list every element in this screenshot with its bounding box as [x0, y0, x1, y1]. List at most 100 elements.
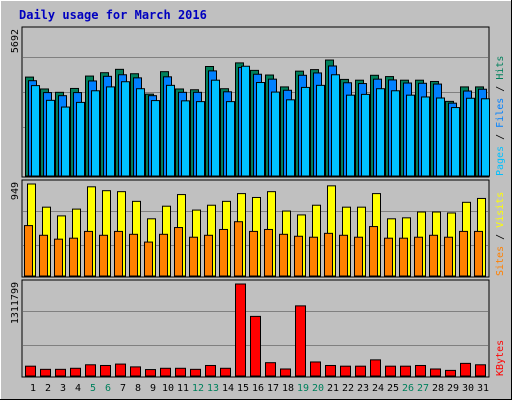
bar-pages-day-11 [181, 100, 190, 177]
bar-sites-day-8 [129, 233, 138, 277]
bar-pages-day-14 [226, 101, 235, 177]
bar-sites-day-28 [429, 234, 438, 277]
bar-pages-day-19 [301, 86, 310, 177]
day-label-25: 25 [387, 383, 399, 394]
day-label-7: 7 [120, 383, 126, 394]
middle-scale-max-label: 949 [10, 182, 21, 200]
day-label-29: 29 [447, 383, 459, 394]
top-scale-max-label: 5692 [10, 29, 21, 53]
bar-sites-day-23 [354, 236, 363, 277]
bar-pages-day-17 [271, 91, 280, 177]
day-label-12: 12 [192, 383, 204, 394]
day-label-4: 4 [75, 383, 81, 394]
chart-bars [24, 59, 490, 377]
bar-pages-day-18 [286, 99, 295, 177]
day-label-15: 15 [237, 383, 249, 394]
bar-sites-day-30 [459, 230, 468, 277]
day-label-3: 3 [60, 383, 66, 394]
day-label-16: 16 [252, 383, 264, 394]
bar-sites-day-3 [54, 238, 63, 277]
bar-sites-day-16 [249, 230, 258, 277]
bar-pages-day-22 [346, 94, 355, 177]
bar-sites-day-10 [159, 233, 168, 277]
bar-pages-day-16 [256, 82, 265, 177]
middle-legend: Sites / Visits [495, 192, 506, 276]
bar-kbytes-day-7 [115, 363, 126, 377]
bar-kbytes-day-16 [250, 315, 261, 377]
bar-pages-day-28 [436, 97, 445, 177]
bar-sites-day-7 [114, 230, 123, 277]
bar-pages-day-30 [466, 97, 475, 177]
bar-pages-day-10 [166, 84, 175, 177]
bar-kbytes-day-31 [475, 364, 486, 377]
bar-kbytes-day-28 [430, 368, 441, 377]
bar-pages-day-2 [46, 99, 55, 177]
bar-sites-day-5 [84, 230, 93, 277]
bar-sites-day-19 [294, 235, 303, 277]
bar-kbytes-day-5 [85, 364, 96, 377]
bar-sites-day-13 [204, 234, 213, 277]
bar-kbytes-day-17 [265, 362, 276, 377]
bar-pages-day-31 [481, 98, 490, 177]
bar-sites-day-6 [99, 234, 108, 277]
day-label-23: 23 [357, 383, 369, 394]
bar-sites-day-25 [384, 237, 393, 277]
bar-sites-day-29 [444, 236, 453, 277]
day-label-8: 8 [135, 383, 141, 394]
day-label-1: 1 [30, 383, 36, 394]
bar-sites-day-12 [189, 236, 198, 277]
top-legend: Pages / Files / Hits [495, 56, 506, 176]
day-label-30: 30 [462, 383, 474, 394]
bar-pages-day-23 [361, 93, 370, 177]
bar-sites-day-21 [324, 232, 333, 277]
bar-sites-day-27 [414, 236, 423, 277]
bar-kbytes-day-21 [325, 364, 336, 377]
bar-pages-day-5 [91, 90, 100, 177]
bar-kbytes-day-29 [445, 369, 456, 377]
legend-sep-1: / [495, 128, 506, 146]
bar-kbytes-day-4 [70, 367, 81, 377]
legend-pages: Pages [495, 146, 506, 176]
bar-sites-day-14 [219, 228, 228, 277]
day-label-19: 19 [297, 383, 309, 394]
day-label-24: 24 [372, 383, 384, 394]
legend-hits: Hits [495, 56, 506, 80]
bar-sites-day-2 [39, 234, 48, 277]
day-label-27: 27 [417, 383, 429, 394]
bar-kbytes-day-20 [310, 361, 321, 377]
legend-sep-3: / [495, 228, 506, 246]
bar-sites-day-26 [399, 237, 408, 277]
bar-pages-day-9 [151, 100, 160, 177]
bar-kbytes-day-9 [145, 369, 156, 377]
bar-kbytes-day-24 [370, 359, 381, 377]
bar-kbytes-day-11 [175, 367, 186, 377]
bar-pages-day-1 [31, 85, 40, 177]
bar-kbytes-day-1 [25, 365, 36, 377]
bar-pages-day-21 [331, 74, 340, 177]
day-label-13: 13 [207, 383, 219, 394]
bar-pages-day-29 [451, 107, 460, 177]
day-label-9: 9 [150, 383, 156, 394]
bar-pages-day-24 [376, 88, 385, 177]
day-label-2: 2 [45, 383, 51, 394]
bar-pages-day-15 [241, 65, 250, 177]
bar-kbytes-day-23 [355, 365, 366, 377]
bar-kbytes-day-25 [385, 365, 396, 377]
bar-kbytes-day-22 [340, 365, 351, 377]
bar-kbytes-day-8 [130, 366, 141, 377]
bar-kbytes-day-6 [100, 364, 111, 377]
bar-sites-day-9 [144, 241, 153, 277]
day-label-14: 14 [222, 383, 234, 394]
day-label-26: 26 [402, 383, 414, 394]
bar-kbytes-day-3 [55, 368, 66, 377]
legend-sites: Sites [495, 246, 506, 276]
bar-pages-day-12 [196, 101, 205, 177]
bar-sites-day-4 [69, 237, 78, 277]
bar-sites-day-1 [24, 225, 33, 277]
bar-sites-day-18 [279, 233, 288, 277]
bar-sites-day-31 [474, 230, 483, 277]
day-label-28: 28 [432, 383, 444, 394]
day-label-17: 17 [267, 383, 279, 394]
bar-kbytes-day-12 [190, 368, 201, 377]
bar-pages-day-25 [391, 90, 400, 177]
